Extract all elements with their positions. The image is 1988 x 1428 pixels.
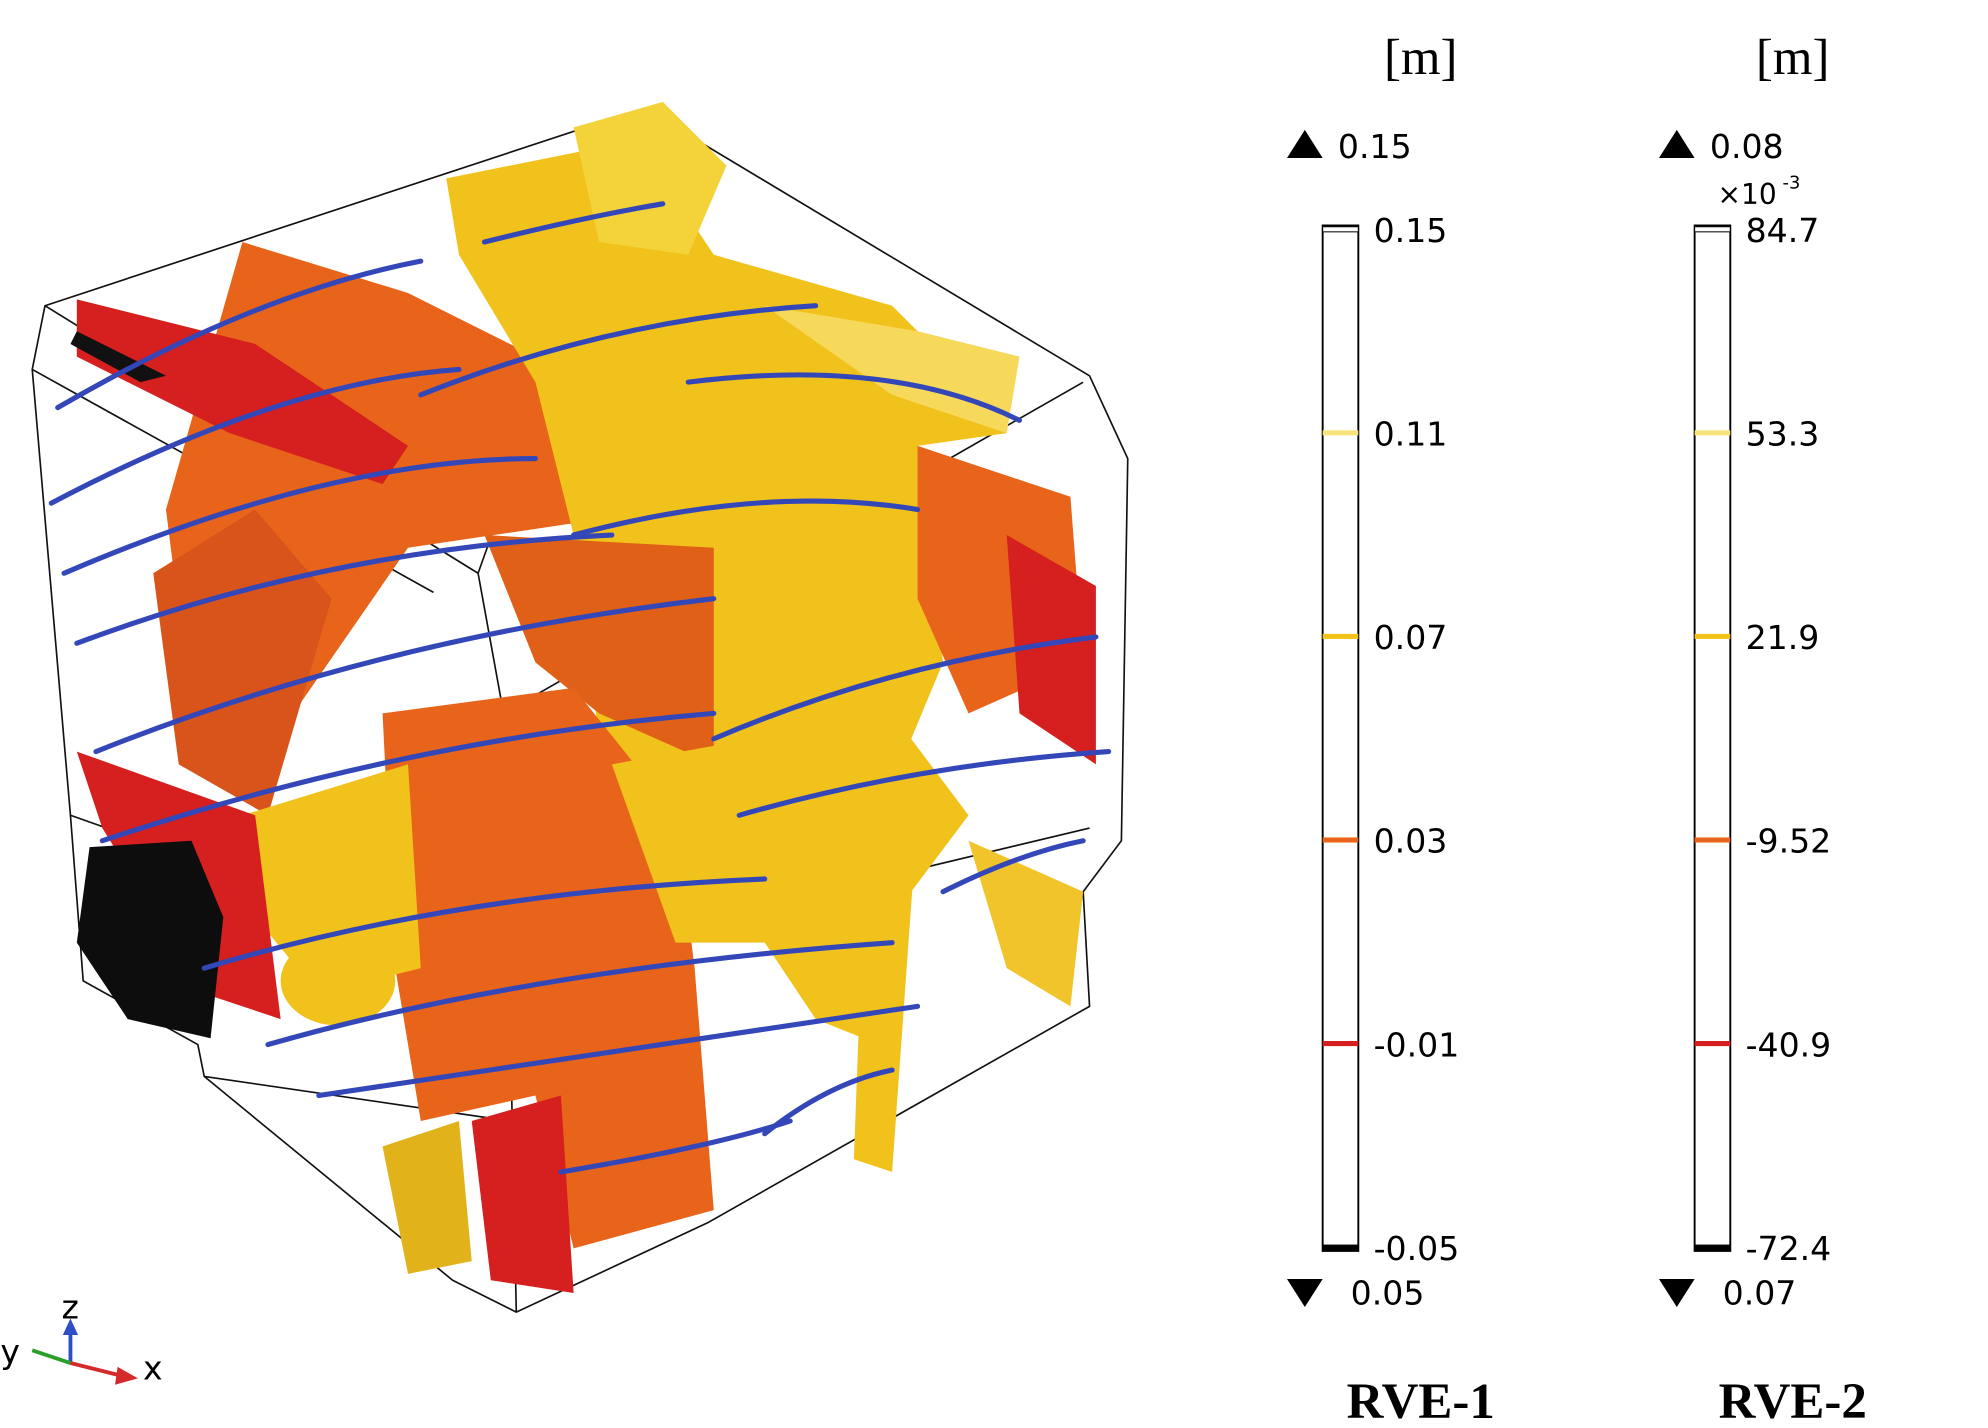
- legend-tick-label: 0.15: [1374, 211, 1448, 250]
- colorbar-level: [1695, 430, 1731, 435]
- colorbar-level: [1695, 1041, 1731, 1046]
- colorbar-level: [1695, 227, 1731, 232]
- colorbar-level: [1323, 1245, 1359, 1251]
- max-marker: [1287, 130, 1323, 158]
- color-legend: [m] 0.15 0.15 0.11 0.07 0.03 -0.01 -0.05 0.05 RVE…: [1287, 30, 1495, 1428]
- min-marker: [1287, 1279, 1323, 1307]
- legend-tick-label: 0.03: [1374, 822, 1448, 861]
- legend-tick-label: -0.01: [1374, 1025, 1460, 1064]
- legend-tick-label: 84.7: [1746, 211, 1820, 250]
- colorbar: [1695, 225, 1731, 1250]
- legend-tick-label: -72.4: [1746, 1229, 1832, 1268]
- legend-tick-label: -40.9: [1746, 1025, 1832, 1064]
- legend-name: RVE-2: [1719, 1374, 1867, 1428]
- legend-multiplier: ×10: [1718, 178, 1777, 211]
- isosurface-render: [32, 102, 1128, 1312]
- axis-label: y: [0, 1332, 20, 1371]
- colorbar-level: [1323, 837, 1359, 842]
- min-marker: [1659, 1279, 1695, 1307]
- legend-min: 0.05: [1351, 1273, 1425, 1312]
- colorbar-level: [1695, 634, 1731, 639]
- legend-tick-label: 53.3: [1746, 415, 1820, 454]
- figure: z y x [m] 0.15 0.15 0.11 0.07 0.03 -0.01 -0.05 0…: [0, 0, 1988, 1428]
- legend-min: 0.07: [1723, 1273, 1797, 1312]
- colorbar-level: [1323, 634, 1359, 639]
- legend-unit: [m]: [1756, 30, 1830, 86]
- axis-triad: z y x: [0, 1287, 162, 1387]
- legend-tick-label: -9.52: [1746, 822, 1832, 861]
- colorbar-level: [1323, 430, 1359, 435]
- page: z y x [m] 0.15 0.15 0.11 0.07 0.03 -0.01 -0.05 0…: [0, 0, 1988, 1428]
- y-arrow: [32, 1350, 70, 1363]
- colorbar-level: [1695, 1245, 1731, 1251]
- colorbar: [1323, 225, 1359, 1250]
- legend-name: RVE-1: [1347, 1374, 1495, 1428]
- color-legend: [m] 0.08 ×10 -3 84.7 53.3 21.9 -9.52 -40.9 -72.4 0…: [1659, 30, 1867, 1428]
- colorbar-level: [1323, 1041, 1359, 1046]
- axis-label: z: [62, 1287, 79, 1326]
- legend-exponent: -3: [1783, 173, 1801, 194]
- colorbar-level: [1323, 227, 1359, 232]
- legend-tick-label: 0.07: [1374, 618, 1448, 657]
- legend-max: 0.08: [1710, 127, 1784, 166]
- legends: [m] 0.15 0.15 0.11 0.07 0.03 -0.01 -0.05 0.05 RVE…: [1287, 30, 1867, 1428]
- legend-unit: [m]: [1384, 30, 1458, 86]
- legend-max: 0.15: [1338, 127, 1412, 166]
- colorbar-level: [1695, 837, 1731, 842]
- legend-tick-label: 0.11: [1374, 415, 1448, 454]
- max-marker: [1659, 130, 1695, 158]
- legend-tick-label: -0.05: [1374, 1229, 1460, 1268]
- legend-tick-label: 21.9: [1746, 618, 1820, 657]
- axis-label: x: [143, 1349, 163, 1388]
- x-arrow: [70, 1363, 121, 1376]
